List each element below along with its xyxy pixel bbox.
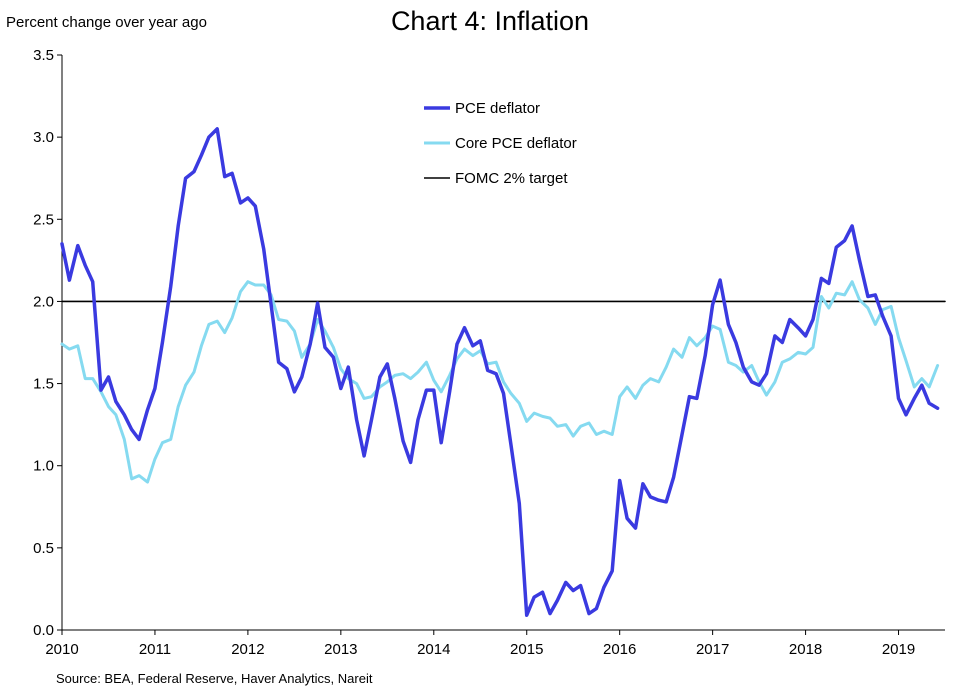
y-tick-label: 0.5 — [33, 540, 54, 557]
x-tick-label: 2016 — [603, 641, 636, 658]
y-tick-label: 2.0 — [33, 293, 54, 310]
y-tick-label: 1.5 — [33, 376, 54, 393]
legend-label-pce-deflator: PCE deflator — [455, 100, 540, 117]
x-tick-label: 2014 — [417, 641, 450, 658]
legend-label-fomc-2-target: FOMC 2% target — [455, 170, 568, 187]
x-tick-label: 2019 — [882, 641, 915, 658]
y-tick-labels: 0.0 0.5 1.0 1.5 2.0 2.5 3.0 3.5 — [33, 47, 54, 639]
series-lines — [60, 127, 946, 617]
series-line-core-pce-deflator — [60, 280, 940, 484]
legend-label-core-pce-deflator: Core PCE deflator — [455, 135, 577, 152]
series-line-pce-deflator — [60, 127, 940, 617]
chart-title: Chart 4: Inflation — [390, 6, 590, 36]
x-tick-label: 2011 — [139, 641, 171, 658]
y-tick-label: 3.5 — [33, 47, 54, 64]
y-tick-label: 2.5 — [33, 211, 54, 228]
source-note: Source: BEA, Federal Reserve, Haver Anal… — [56, 671, 373, 686]
x-tick-label: 2017 — [696, 641, 729, 658]
x-tick-label: 2018 — [789, 641, 822, 658]
legend: PCE deflator Core PCE deflator FOMC 2% tar… — [424, 100, 577, 187]
x-tick-label: 2010 — [45, 641, 78, 658]
y-axis-unit-label: Percent change over year ago — [6, 14, 207, 31]
x-tick-label: 2013 — [324, 641, 357, 658]
y-tick-label: 3.0 — [33, 129, 54, 146]
x-tick-label: 2015 — [510, 641, 543, 658]
y-tick-label: 1.0 — [33, 458, 54, 475]
x-tick-labels: 2010 2011 2012 2013 2014 2015 2016 2017 2018 2019 — [45, 641, 915, 658]
y-tick-label: 0.0 — [33, 622, 54, 639]
x-tick-label: 2012 — [231, 641, 264, 658]
axes — [57, 54, 945, 635]
